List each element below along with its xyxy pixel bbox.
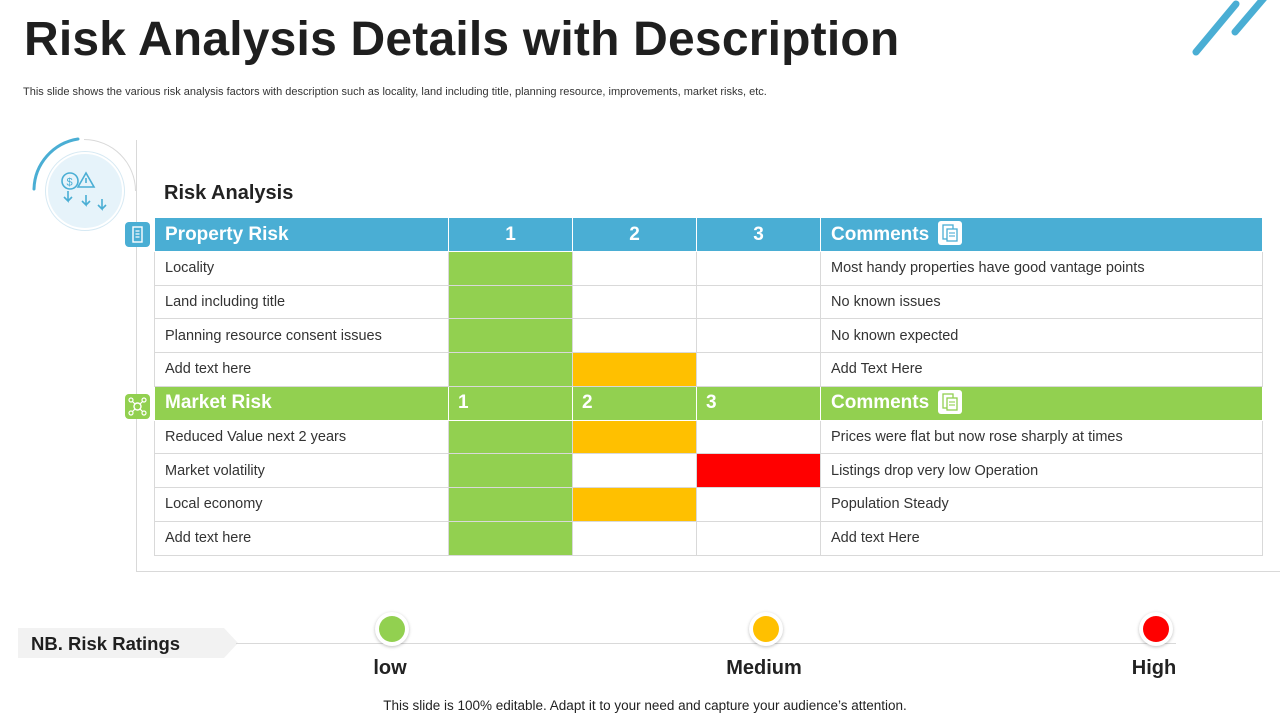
rating-dot-low-fill — [379, 616, 405, 642]
property-row-label: Land including title — [154, 284, 449, 320]
market-col-3: 3 — [696, 385, 821, 421]
property-comments-label: Comments — [831, 223, 930, 245]
property-col-1: 1 — [448, 217, 573, 252]
table-row: Planning resource consent issues No known… — [154, 318, 1263, 354]
market-rating-cell — [696, 520, 821, 556]
rating-dot-medium-fill — [753, 616, 779, 642]
property-comments-header: Comments — [820, 217, 1263, 252]
market-rating-cell — [696, 453, 821, 489]
property-col-3: 3 — [696, 217, 821, 252]
table-row: Market volatility Listings drop very low … — [154, 453, 1263, 489]
property-rating-cell — [448, 352, 573, 387]
market-row-label: Add text here — [154, 520, 449, 556]
rating-label-medium: Medium — [726, 657, 802, 679]
rating-label-high: High — [1131, 657, 1177, 679]
comments-doc-icon — [938, 220, 963, 245]
property-rating-cell — [448, 318, 573, 354]
rating-dot-high-fill — [1143, 616, 1169, 642]
property-rating-cell — [696, 352, 821, 387]
rating-dot-medium — [749, 612, 783, 646]
market-rating-cell — [696, 419, 821, 455]
market-comments-header: Comments — [820, 385, 1263, 421]
table-row: Land including title No known issues — [154, 284, 1263, 320]
market-header-row: Market Risk 1 2 3 Comments — [154, 385, 1263, 421]
market-row-comment: Population Steady — [820, 487, 1263, 522]
property-row-label: Locality — [154, 251, 449, 286]
market-col-2: 2 — [572, 385, 697, 421]
property-header: Property Risk — [154, 217, 449, 252]
market-col-1: 1 — [448, 385, 573, 421]
market-comments-label: Comments — [831, 392, 930, 414]
building-icon — [125, 222, 150, 247]
market-row-comment: Add text Here — [820, 520, 1263, 556]
market-row-comment: Listings drop very low Operation — [820, 453, 1263, 489]
table-row: Local economy Population Steady — [154, 487, 1263, 522]
market-rating-cell — [572, 520, 697, 556]
market-rating-cell — [696, 487, 821, 522]
property-row-comment: Most handy properties have good vantage … — [820, 251, 1263, 286]
market-row-label: Local economy — [154, 487, 449, 522]
property-rating-cell — [696, 318, 821, 354]
market-rating-cell — [572, 419, 697, 455]
property-rating-cell — [448, 251, 573, 286]
market-rating-cell — [448, 453, 573, 489]
market-row-comment: Prices were flat but now rose sharply at… — [820, 419, 1263, 455]
market-rating-cell — [448, 419, 573, 455]
rating-label-low: low — [373, 657, 407, 679]
table-row: Add text here Add text Here — [154, 520, 1263, 556]
property-row-label: Planning resource consent issues — [154, 318, 449, 354]
table-row: Locality Most handy properties have good … — [154, 251, 1263, 286]
property-row-comment: Add Text Here — [820, 352, 1263, 387]
decorative-stripes-icon — [1192, 0, 1267, 56]
property-rating-cell — [448, 284, 573, 320]
legend-line — [236, 643, 1176, 644]
svg-text:$: $ — [67, 177, 73, 189]
property-rating-cell — [696, 284, 821, 320]
market-rating-cell — [572, 487, 697, 522]
market-rating-cell — [448, 520, 573, 556]
table-row: Reduced Value next 2 years Prices were fl… — [154, 419, 1263, 455]
market-rating-cell — [448, 487, 573, 522]
page-title: Risk Analysis Details with Description — [24, 13, 900, 66]
footer-note: This slide is 100% editable. Adapt it to… — [383, 698, 907, 713]
property-row-comment: No known expected — [820, 318, 1263, 354]
legend-label: NB. Risk Ratings — [31, 633, 181, 654]
property-rating-cell — [572, 284, 697, 320]
property-rating-cell — [572, 352, 697, 387]
rating-dot-low — [375, 612, 409, 646]
comments-doc-icon — [938, 389, 963, 414]
property-rating-cell — [572, 251, 697, 286]
risk-finance-icon: $ — [46, 152, 124, 230]
page-subtitle: This slide shows the various risk analys… — [23, 86, 767, 98]
property-row-label: Add text here — [154, 352, 449, 387]
risk-table: Property Risk 1 2 3 Comments Locality Mos… — [154, 217, 1263, 556]
market-row-label: Market volatility — [154, 453, 449, 489]
badge-arc — [32, 137, 80, 191]
property-col-2: 2 — [572, 217, 697, 252]
rating-dot-high — [1139, 612, 1173, 646]
legend-label-bar — [18, 628, 240, 658]
property-header-row: Property Risk 1 2 3 Comments — [154, 217, 1263, 252]
table-row: Add text here Add Text Here — [154, 352, 1263, 387]
table-frame — [136, 140, 1280, 572]
property-row-comment: No known issues — [820, 284, 1263, 320]
property-rating-cell — [572, 318, 697, 354]
market-network-icon — [125, 394, 150, 419]
market-header: Market Risk — [154, 385, 449, 421]
market-rating-cell — [572, 453, 697, 489]
property-rating-cell — [696, 251, 821, 286]
market-row-label: Reduced Value next 2 years — [154, 419, 449, 455]
section-title: Risk Analysis — [164, 182, 294, 204]
